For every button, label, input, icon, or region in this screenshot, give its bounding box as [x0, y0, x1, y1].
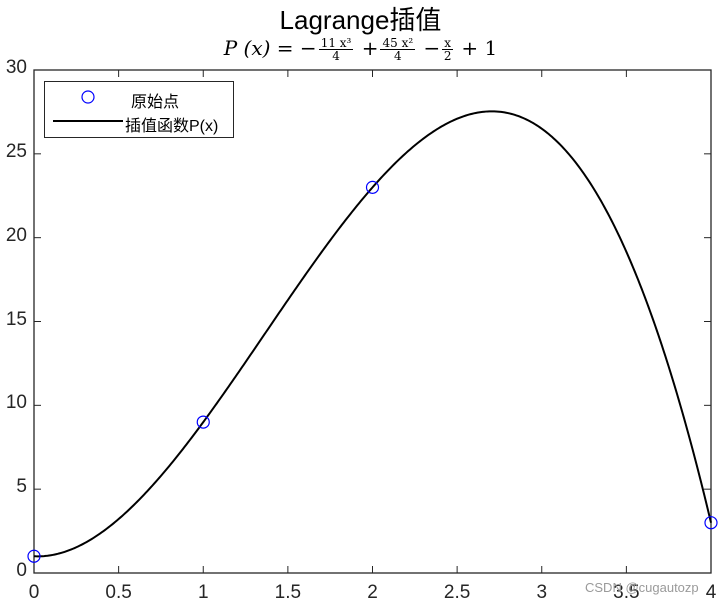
interpolation-curve	[33, 110, 712, 558]
data-point-markers	[27, 180, 718, 563]
x-tick-label: 1.5	[274, 582, 302, 603]
legend: 原始点 插值函数P(x)	[44, 81, 234, 138]
legend-label: 插值函数P(x)	[125, 118, 219, 135]
watermark: CSDN @cugautozp	[585, 580, 699, 595]
chart-title: Lagrange插值	[279, 5, 442, 35]
y-tick-label: 10	[5, 392, 27, 414]
x-tick-label: 2	[367, 582, 378, 603]
formula-fraction-2: 45 x² 4	[380, 36, 416, 63]
legend-item-interpolation: 插值函数P(x)	[45, 109, 233, 135]
data-point	[365, 180, 380, 194]
y-tick-label: 30	[5, 57, 27, 78]
x-tick-label: 1	[197, 582, 209, 603]
formula-lhs: P (x) =	[223, 36, 294, 60]
formula-sign-1: −	[299, 36, 317, 60]
formula-sign-2: +	[361, 36, 379, 60]
fraction-numerator: x	[442, 36, 454, 50]
x-tick-label: 0.5	[105, 582, 132, 603]
fraction-denominator: 4	[394, 49, 402, 63]
fraction-denominator: 4	[332, 49, 340, 63]
line-sample-icon	[53, 120, 123, 122]
legend-item-data-points: 原始点	[45, 85, 233, 111]
data-point	[196, 415, 210, 429]
x-tick-label: 4	[705, 582, 717, 603]
fraction-numerator: 11 x³	[318, 36, 354, 50]
y-tick-label: 5	[16, 476, 27, 498]
chart-subtitle-formula: P (x) = −11 x³ 4 +45 x² 4 − x 2 + 1	[0, 36, 721, 62]
x-tick-label: 3.5	[613, 582, 640, 603]
x-tick-label: 0	[28, 582, 40, 603]
x-tick-label: 2.5	[443, 582, 471, 603]
data-point	[704, 516, 718, 530]
legend-label: 原始点	[131, 94, 180, 111]
axes-box	[33, 69, 712, 574]
x-tick-label: 3	[536, 582, 548, 603]
axis-ticks	[33, 69, 712, 574]
formula-constant: + 1	[461, 36, 498, 60]
y-tick-label: 15	[5, 308, 27, 330]
formula-sign-3: −	[423, 36, 441, 60]
y-tick-label: 20	[5, 224, 27, 246]
circle-marker-icon	[81, 90, 95, 104]
data-point	[27, 549, 41, 563]
fraction-numerator: 45 x²	[380, 36, 416, 50]
y-tick-label: 25	[5, 140, 27, 162]
y-tick-label: 0	[16, 560, 27, 581]
fraction-denominator: 2	[443, 49, 452, 63]
formula-fraction-1: 11 x³ 4	[318, 36, 354, 63]
